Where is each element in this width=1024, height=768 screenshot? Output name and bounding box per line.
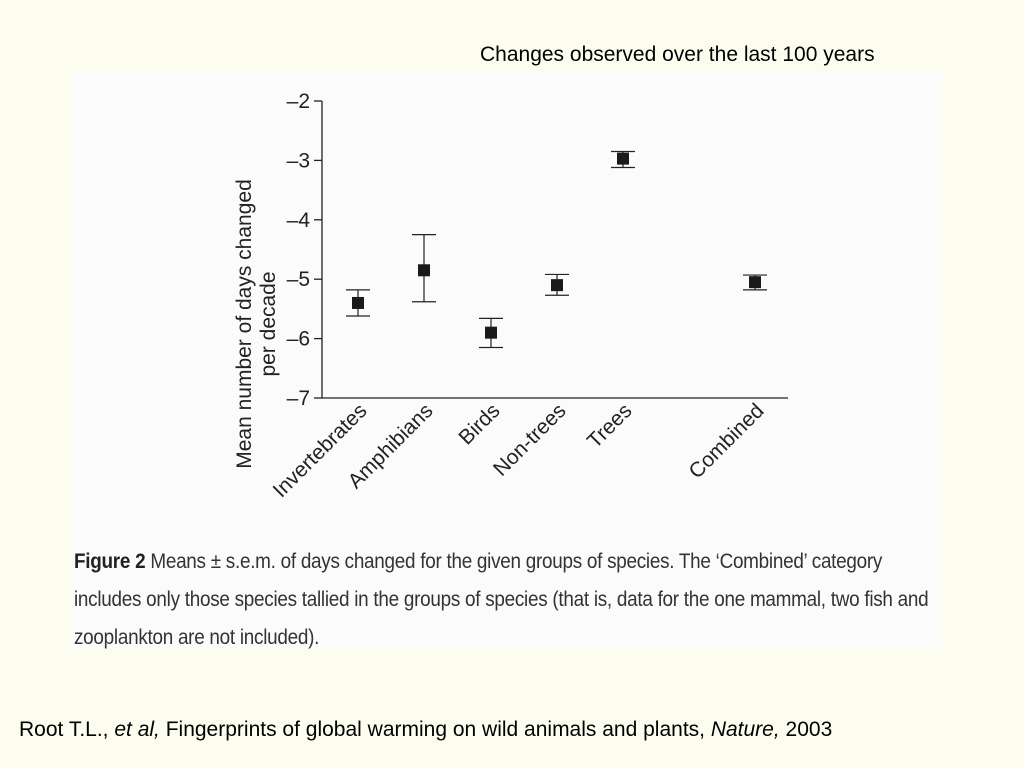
figure-caption: Figure 2 Means ± s.e.m. of days changed … (74, 543, 943, 657)
citation-year: 2003 (779, 718, 833, 741)
figure-label: Figure 2 (74, 550, 146, 573)
y-tick-label: –4 (287, 209, 311, 232)
citation-authors: Root T.L., (19, 718, 115, 741)
data-point-marker (749, 276, 761, 289)
data-points (346, 150, 767, 349)
y-ticks: –2 –3 –4 –5 –6 –7 (287, 90, 322, 410)
figure-caption-text: Means ± s.e.m. of days changed for the g… (74, 550, 929, 649)
y-tick-label: –3 (287, 149, 310, 172)
citation-journal: Nature, (710, 718, 780, 741)
data-point-marker (551, 279, 563, 292)
chart: Mean number of days changed per decade –… (233, 90, 788, 502)
y-tick-label: –2 (287, 90, 310, 113)
x-category-label: Trees (583, 399, 637, 453)
data-point-marker (617, 152, 629, 165)
y-tick-label: –5 (287, 268, 310, 291)
data-point-marker (485, 326, 497, 339)
x-category-label: Combined (685, 399, 769, 483)
figure-panel: Mean number of days changed per decade –… (70, 72, 942, 650)
y-tick-label: –6 (287, 328, 310, 351)
citation-etal: et al, (114, 718, 160, 741)
data-point-marker (352, 296, 364, 309)
slide-caption: Changes observed over the last 100 years (480, 43, 875, 66)
y-axis-title-line2: per decade (257, 271, 280, 376)
citation-title: Fingerprints of global warming on wild a… (159, 718, 711, 741)
y-tick-label: –7 (287, 387, 310, 410)
data-point-marker (418, 264, 430, 277)
y-axis-title: Mean number of days changed (233, 179, 256, 469)
citation: Root T.L., et al, Fingerprints of global… (19, 718, 832, 742)
x-category-label: Non-trees (489, 399, 570, 480)
x-category-label: Birds (454, 399, 504, 449)
